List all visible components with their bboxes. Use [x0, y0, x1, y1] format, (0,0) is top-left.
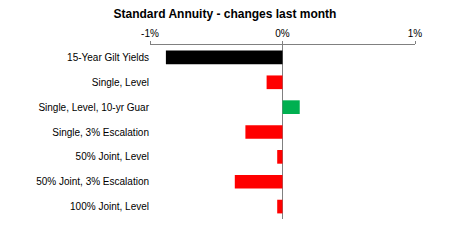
svg-text:-1%: -1%	[141, 28, 159, 39]
svg-text:50% Joint, 3% Escalation: 50% Joint, 3% Escalation	[36, 176, 149, 187]
svg-text:Single, Level: Single, Level	[92, 77, 149, 88]
svg-text:0%: 0%	[275, 28, 290, 39]
svg-text:50% Joint, Level: 50% Joint, Level	[76, 151, 149, 162]
svg-text:Single, 3% Escalation: Single, 3% Escalation	[52, 127, 149, 138]
svg-text:Single, Level, 10-yr Guar: Single, Level, 10-yr Guar	[38, 102, 149, 113]
svg-text:15-Year Gilt Yields: 15-Year Gilt Yields	[67, 52, 149, 63]
svg-text:Standard Annuity - changes las: Standard Annuity - changes last month	[114, 7, 337, 21]
svg-text:100% Joint, Level: 100% Joint, Level	[70, 201, 149, 212]
svg-text:1%: 1%	[408, 28, 423, 39]
